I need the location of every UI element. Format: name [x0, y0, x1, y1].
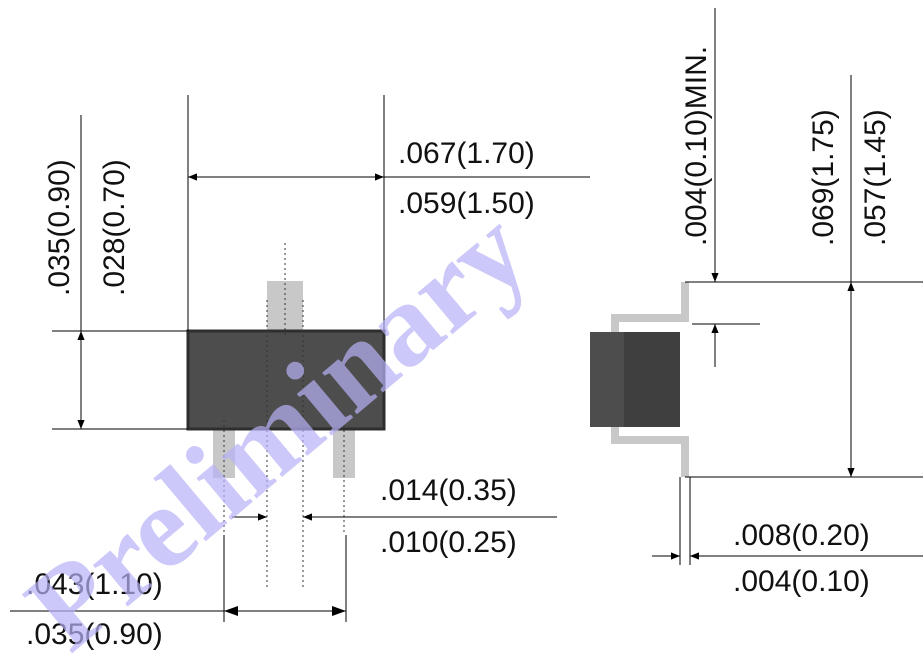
lead-width-max-label: .014(0.35)	[380, 474, 517, 507]
lead-thickness-max-label: .008(0.20)	[733, 519, 870, 552]
width-min-label: .059(1.50)	[398, 187, 535, 220]
bottom-right-lead	[333, 428, 355, 478]
total-height-max-label: .069(1.75)	[807, 109, 840, 246]
total-height-min-label: .057(1.45)	[859, 109, 892, 246]
height-min-label: .028(0.70)	[98, 159, 131, 296]
pitch-max-label: .043(1.10)	[26, 568, 163, 601]
lead-thickness-min-label: .004(0.10)	[733, 565, 870, 598]
package-body	[186, 329, 386, 431]
pitch-min-label: .035(0.90)	[26, 618, 163, 651]
side-body-shade	[624, 332, 680, 427]
width-max-label: .067(1.70)	[398, 137, 535, 170]
standoff-label: .004(0.10)MIN.	[680, 46, 713, 246]
pitch-arrow-right	[332, 606, 346, 616]
bottom-left-lead	[213, 428, 235, 478]
height-max-label: .035(0.90)	[43, 159, 76, 296]
lead-width-min-label: .010(0.25)	[380, 526, 517, 559]
pitch-arrow-left	[224, 606, 238, 616]
preliminary-watermark: Preliminary	[3, 184, 552, 657]
